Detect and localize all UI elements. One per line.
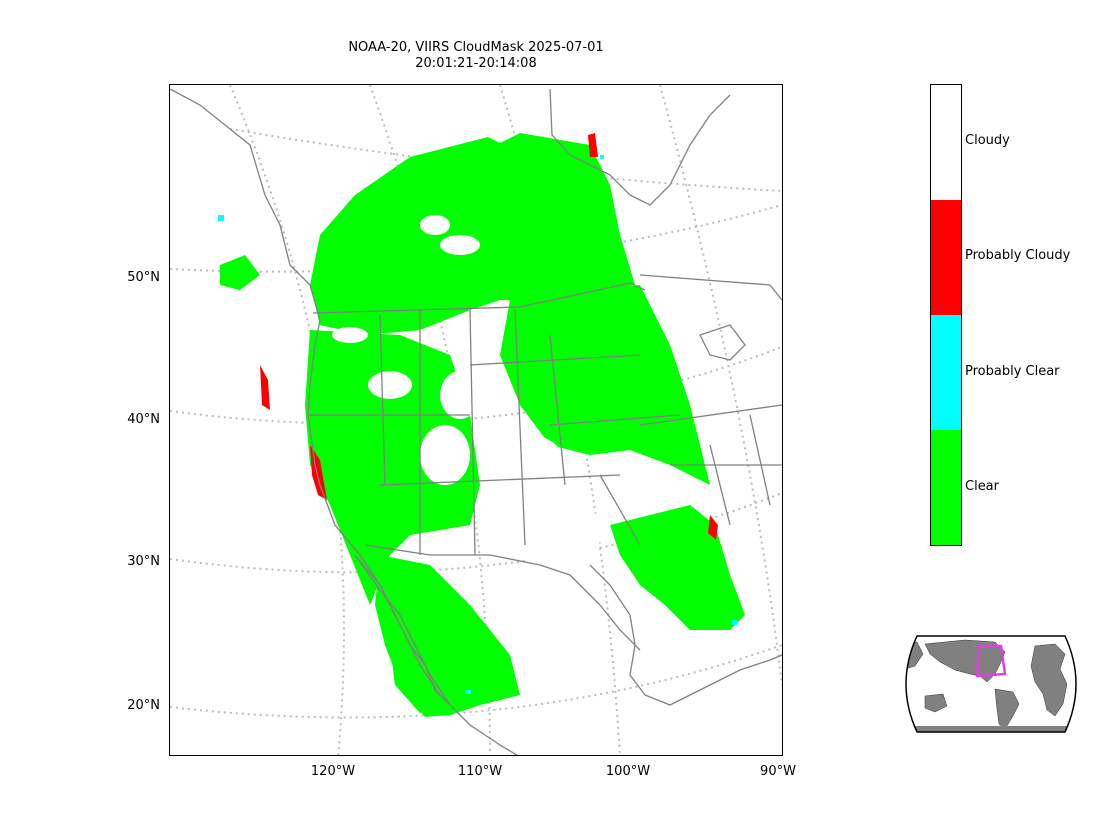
- great-lakes: [699, 324, 746, 361]
- probably-clear-speck: [465, 690, 471, 694]
- lat-label-40: 40°N: [127, 412, 160, 427]
- graticule-lat-20: [170, 644, 782, 719]
- inset-europe-africa: [1030, 643, 1068, 717]
- legend-swatch-cloudy: [931, 85, 961, 200]
- cloudy-patch: [420, 215, 450, 235]
- graticule-lat-30: [170, 492, 782, 574]
- state-line: [379, 314, 386, 486]
- probably-cloudy-north: [588, 133, 598, 157]
- legend-swatch-probably-cloudy: [931, 200, 961, 315]
- state-line: [549, 414, 681, 426]
- state-line: [469, 309, 476, 556]
- coastline-hudson: [549, 88, 731, 206]
- province-line: [639, 274, 782, 301]
- clear-region-north: [310, 133, 635, 335]
- coastline-pacific: [170, 88, 518, 755]
- inset-north-america: [924, 639, 1006, 683]
- clear-region-west: [305, 330, 480, 605]
- cloudmask-swath: [218, 133, 745, 717]
- lat-label-30: 30°N: [127, 554, 160, 569]
- lon-label-100w: 100°W: [605, 764, 651, 779]
- cloudy-patch: [520, 490, 600, 580]
- legend-swatch-clear: [931, 430, 961, 545]
- clear-region-coast-islands: [220, 255, 260, 290]
- state-line: [469, 354, 641, 366]
- state-line: [709, 444, 731, 526]
- clear-region-mexico-west: [390, 645, 445, 713]
- inset-swath-outline: [975, 644, 1007, 678]
- map-title: NOAA-20, VIIRS CloudMask 2025-07-01 20:0…: [170, 40, 782, 72]
- legend-label-cloudy: Cloudy: [965, 133, 1010, 148]
- legend-label-clear: Clear: [965, 479, 999, 494]
- title-line-2: 20:01:21-20:14:08: [415, 56, 537, 71]
- probably-clear-speck: [600, 155, 604, 159]
- cloudy-patch: [440, 371, 480, 419]
- legend-label-probably-clear: Probably Clear: [965, 364, 1060, 379]
- world-inset-map: [895, 634, 1087, 734]
- coastline-baja: [354, 554, 451, 706]
- cloudy-patch: [545, 610, 595, 680]
- state-line: [599, 474, 641, 546]
- graticule-lon-90: [659, 85, 782, 686]
- coastline-gulf: [589, 564, 782, 706]
- legend-label-probably-cloudy: Probably Cloudy: [965, 248, 1071, 263]
- cloudy-patch: [485, 565, 555, 645]
- map-svg: [170, 85, 782, 755]
- border-us-canada: [312, 282, 646, 314]
- map-panel: [169, 84, 783, 756]
- probably-cloudy-texas: [708, 515, 718, 540]
- state-line: [749, 414, 771, 506]
- title-line-1: NOAA-20, VIIRS CloudMask 2025-07-01: [348, 40, 604, 55]
- state-line: [639, 404, 782, 426]
- legend-swatch-probably-clear: [931, 315, 961, 430]
- border-us-mexico: [364, 544, 641, 651]
- lon-label-110w: 110°W: [457, 764, 503, 779]
- inset-australia: [924, 693, 948, 713]
- world-globe-icon: [905, 635, 1077, 733]
- inset-south-america: [994, 688, 1020, 730]
- cloudy-patch: [440, 235, 480, 255]
- state-line: [379, 474, 621, 486]
- probably-cloudy-coast: [260, 365, 270, 410]
- inset-antarctica: [906, 726, 1076, 732]
- lon-label-90w: 90°W: [760, 764, 796, 779]
- legend-colorbar: [930, 84, 962, 546]
- clear-region-plains: [500, 285, 710, 485]
- cloudy-patch: [420, 425, 470, 485]
- probably-clear-speck: [732, 620, 737, 625]
- graticule-lat-40: [170, 346, 782, 425]
- cloudy-patch: [332, 327, 368, 343]
- cloudy-patch: [495, 435, 565, 495]
- lat-label-20: 20°N: [127, 698, 160, 713]
- lon-label-120w: 120°W: [310, 764, 356, 779]
- clear-region-texas: [610, 505, 745, 630]
- cloudy-patch: [368, 371, 412, 399]
- political-boundaries: [170, 88, 782, 755]
- lat-label-50: 50°N: [127, 270, 160, 285]
- probably-clear-speck: [218, 215, 224, 221]
- state-line: [514, 309, 526, 546]
